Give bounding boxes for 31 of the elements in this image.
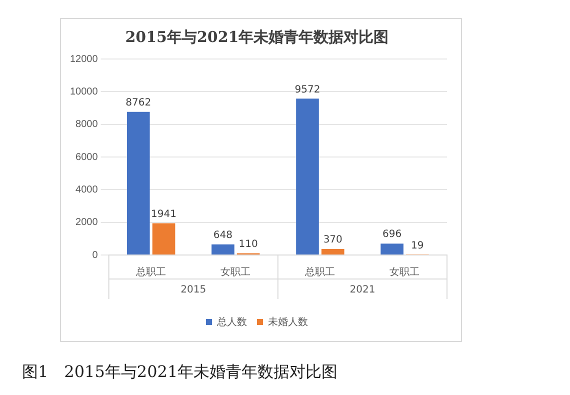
data-label: 648 <box>213 230 232 242</box>
legend-label: 未婚人数 <box>268 316 308 328</box>
y-tick-label: 4000 <box>76 184 98 196</box>
y-tick-label: 6000 <box>76 152 98 163</box>
data-label: 19 <box>411 240 424 252</box>
caption: 图1 2015年与2021年未婚青年数据对比图 <box>22 362 338 383</box>
data-label: 8762 <box>126 97 152 108</box>
data-label: 370 <box>323 234 342 246</box>
y-tick-label: 2000 <box>76 217 98 228</box>
x-tick-label: 总职工 <box>304 266 336 278</box>
data-label: 110 <box>238 238 258 250</box>
data-label: 696 <box>382 229 402 240</box>
bar <box>321 248 344 254</box>
bar <box>212 244 234 254</box>
x-tick-label: 总职工 <box>135 266 166 278</box>
x-tick-label: 女职工 <box>220 266 251 278</box>
text: 2021 <box>350 284 376 296</box>
y-tick-label: 12000 <box>70 54 98 65</box>
bar <box>126 112 150 254</box>
y-tick-label: 10000 <box>70 86 98 98</box>
bar <box>380 244 404 254</box>
data-label: 9572 <box>294 84 320 96</box>
legend-label: 总人数 <box>216 316 247 328</box>
chart-title: 2015年与2021年未婚青年数据对比图 <box>125 28 389 46</box>
x-tick-label: 女职工 <box>390 266 420 278</box>
data-label: 1941 <box>151 208 176 220</box>
y-tick-label: 0 <box>92 250 98 261</box>
bar <box>296 98 319 254</box>
text: 2015 <box>180 284 206 296</box>
bar <box>152 223 176 254</box>
y-tick-label: 8000 <box>76 119 98 130</box>
